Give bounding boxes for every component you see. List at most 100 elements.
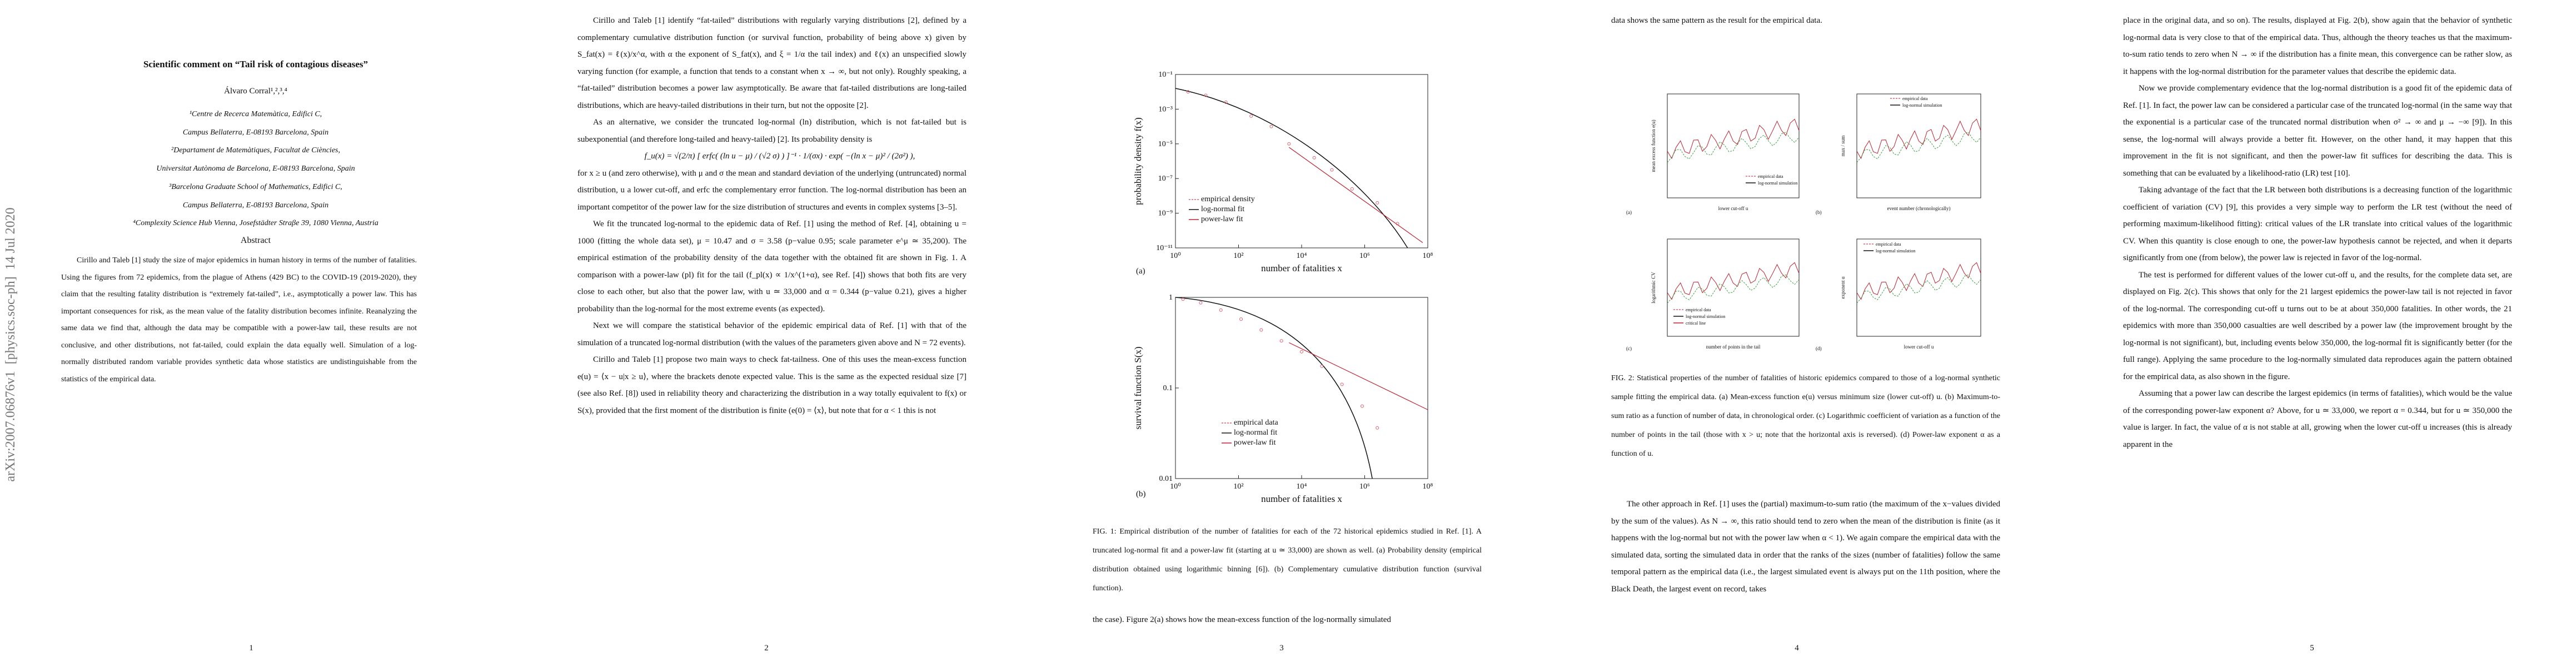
y-tick-label: 10⁻¹¹ [1156, 244, 1173, 252]
page-1: arXiv:2007.06876v1 [physics.soc-ph] 14 J… [0, 0, 515, 667]
y-tick-label: 10⁻⁹ [1158, 210, 1173, 218]
legend-label: empirical data [1902, 96, 1928, 101]
legend-label: power-law fit [1201, 215, 1243, 223]
panel-label: (d) [1816, 346, 1822, 351]
x-axis-label: lower cut-off u [1718, 206, 1748, 211]
abstract-heading: Abstract [240, 236, 271, 245]
x-tick-label: 10⁰ [1170, 482, 1181, 491]
y-axis-label: survival function S(x) [1133, 346, 1143, 429]
abstract: Cirillo and Taleb [1] study the size of … [61, 252, 417, 388]
empirical-point [1300, 350, 1303, 354]
empirical-point [1350, 187, 1354, 191]
page-number: 2 [764, 644, 769, 653]
legend-label: critical line [1686, 321, 1706, 326]
curve-lognormal [1175, 88, 1408, 248]
empirical-point [1312, 156, 1316, 160]
body-text: The other approach in Ref. [1] uses the … [1611, 496, 2000, 598]
y-axis-label: logarithmic CV [1651, 272, 1656, 303]
empirical-point [1287, 142, 1291, 146]
affiliations: ¹Centre de Recerca Matemàtica, Edifici C… [33, 106, 478, 233]
affiliation: Universitat Autònoma de Barcelona, E-081… [156, 165, 355, 173]
x-tick-label: 10⁴ [1297, 252, 1307, 260]
legend-label: empirical data [1876, 242, 1901, 247]
empirical-point [1199, 301, 1203, 305]
legend-label: empirical data [1686, 307, 1711, 312]
plot-frame [1856, 238, 1981, 337]
page-number: 4 [1795, 644, 1799, 653]
body-text: Cirillo and Taleb [1] identify “fat-tail… [577, 12, 966, 419]
plot-frame [1667, 238, 1800, 337]
empirical-point [1376, 201, 1379, 205]
title: Scientific comment on “Tail risk of cont… [143, 59, 368, 69]
figure-caption: FIG. 2: Statistical properties of the nu… [1611, 374, 2000, 458]
y-tick-label: 10⁻⁵ [1158, 140, 1173, 148]
y-axis-label: mean excess function e(u) [1651, 120, 1656, 172]
y-tick-label: 10⁻⁷ [1158, 175, 1173, 183]
paragraph: place in the original data, and so on). … [2123, 16, 2512, 76]
affiliation: ³Barcelona Graduate School of Mathematic… [169, 182, 342, 191]
empirical-point [1376, 426, 1379, 430]
x-tick-label: 10² [1233, 252, 1243, 260]
affiliation: ¹Centre de Recerca Matemàtica, Edifici C… [189, 110, 322, 118]
page-4: data shows the same pattern as the resul… [1546, 0, 2061, 667]
author: Álvaro Corral¹,²,³,⁴ [224, 87, 287, 96]
empirical-point [1396, 222, 1399, 226]
page-5: place in the original data, and so on). … [2061, 0, 2576, 667]
paragraph: for x ≥ u (and zero otherwise), with μ a… [577, 168, 966, 212]
equation: f_u(x) = √(2/π) [ erfc( (ln u − μ) / (√2… [644, 152, 915, 161]
paragraph: The other approach in Ref. [1] uses the … [1611, 500, 2000, 594]
empirical-point [1360, 404, 1364, 408]
legend-label: log-normal fit [1201, 205, 1244, 213]
affiliation: Campus Bellaterra, E-08193 Barcelona, Sp… [182, 128, 329, 137]
x-tick-label: 10⁶ [1359, 482, 1370, 491]
y-tick-label: 1 [1169, 293, 1173, 302]
curve-powerlaw [1288, 147, 1423, 243]
curve-empirical [1667, 118, 1800, 160]
legend-label: power-law fit [1234, 439, 1276, 447]
empirical-point [1330, 168, 1334, 172]
x-axis-label: lower cut-off u [1904, 344, 1934, 350]
body-text: the case). Figure 2(a) shows how the mea… [1093, 611, 1482, 629]
curve-simulation [1856, 274, 1981, 303]
legend-label: empirical data [1234, 419, 1278, 427]
curve-simulation [1856, 132, 1981, 163]
legend-label: log-normal simulation [1758, 181, 1797, 186]
page-3: 10⁻¹ 10⁻³ 10⁻⁵ 10⁻⁷ 10⁻⁹ 10⁻¹¹ 10⁰ 10² 10⁴ 10⁶ 10⁸… [1030, 0, 1546, 667]
x-tick-label: 10⁰ [1170, 252, 1181, 260]
abstract-text: Cirillo and Taleb [1] study the size of … [61, 256, 417, 384]
arxiv-stamp: arXiv:2007.06876v1 [physics.soc-ph] 14 J… [3, 207, 18, 482]
curve-empirical [1856, 118, 1981, 160]
empirical-point [1259, 328, 1263, 332]
paragraph: Assuming that a power law can describe t… [2123, 389, 2512, 449]
paragraph: the case). Figure 2(a) shows how the mea… [1093, 615, 1391, 624]
panel-label: (a) [1626, 210, 1632, 215]
legend-label: empirical data [1758, 174, 1783, 179]
paragraph: Cirillo and Taleb [1] identify “fat-tail… [577, 16, 966, 110]
empirical-point [1269, 125, 1273, 128]
panel-label: (b) [1816, 210, 1822, 215]
x-axis-label: number of fatalities x [1261, 263, 1342, 273]
curve-simulation [1667, 274, 1800, 303]
paragraph: Cirillo and Taleb [1] propose two main w… [577, 355, 966, 415]
legend-label: log-normal simulation [1876, 248, 1915, 253]
x-tick-label: 10⁸ [1423, 482, 1433, 491]
body-text: place in the original data, and so on). … [2123, 12, 2512, 453]
x-tick-label: 10² [1233, 482, 1243, 491]
empirical-point [1239, 317, 1243, 321]
affiliation: ²Departament de Matemàtiques, Facultat d… [171, 146, 340, 155]
x-axis-label: event number (chronologically) [1887, 206, 1951, 211]
x-tick-label: 10⁶ [1359, 252, 1370, 260]
plot-frame [1667, 93, 1800, 198]
paragraph: As an alternative, we consider the trunc… [577, 118, 966, 144]
affiliation: Campus Bellaterra, E-08193 Barcelona, Sp… [182, 201, 329, 210]
legend-label: log-normal simulation [1902, 103, 1942, 108]
curve-simulation [1667, 132, 1800, 163]
y-axis-label: max / sum [1840, 136, 1846, 157]
paragraph: Next we will compare the statistical beh… [577, 321, 966, 347]
paragraph: Now we provide complementary evidence th… [2123, 84, 2512, 178]
y-tick-label: 10⁻³ [1158, 105, 1173, 113]
legend-label: empirical density [1201, 195, 1255, 203]
paragraph: data shows the same pattern as the resul… [1611, 16, 1822, 25]
plot-frame [1856, 93, 1981, 198]
empirical-point [1279, 339, 1283, 343]
